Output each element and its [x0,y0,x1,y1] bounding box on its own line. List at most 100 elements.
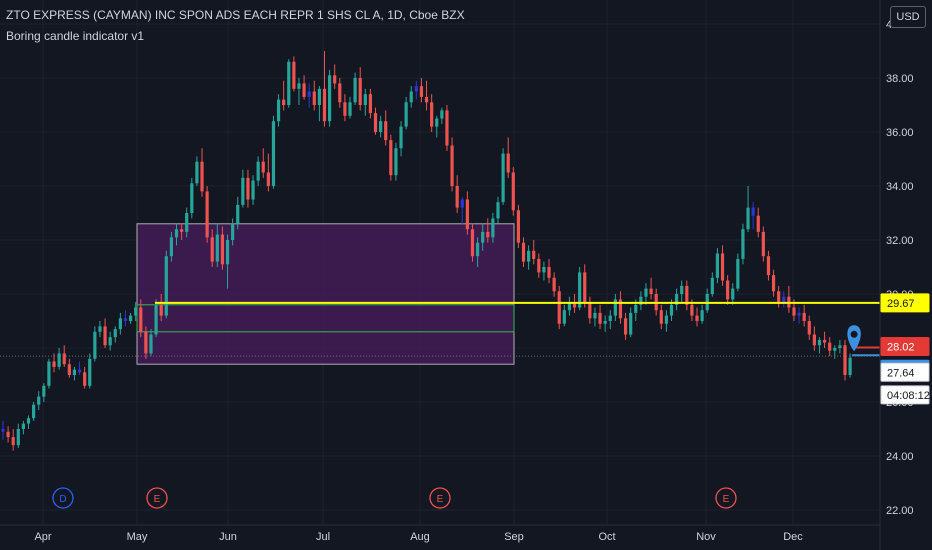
event-label: E [154,494,161,505]
candle [527,245,531,270]
countdown-tag-text: 04:08:12 [887,390,930,402]
candle-body [37,396,41,405]
candle-body [93,331,97,359]
candle [440,107,444,124]
x-tick-label: Jul [316,531,330,543]
candle [256,156,260,186]
candle-body [567,302,572,311]
candle-body [680,285,684,294]
candle [185,207,189,238]
candle [445,105,449,151]
candle [103,318,107,348]
last-price-tag: 27.64 [880,362,930,382]
candle-body [588,302,592,319]
candle [353,72,357,105]
candle-body [32,404,36,419]
candle [144,326,148,359]
candle [159,294,163,321]
candle-body [736,258,740,289]
candle [113,326,117,343]
candle [164,250,168,319]
candle [241,169,245,208]
x-tick-label: May [127,531,148,543]
candle-body [649,288,653,294]
x-tick-label: Aug [410,531,430,543]
candle [266,153,270,192]
candle [83,366,87,389]
candle [430,94,434,132]
candle [424,80,429,111]
countdown-tag: 04:08:12 [880,385,930,405]
currency-button[interactable]: USD [890,6,926,28]
candle [588,296,592,324]
candle-body [710,277,714,294]
candle-body [317,88,321,105]
level-price-tag-text: 29.67 [887,298,915,310]
candle [481,223,485,251]
last-price-tag-text: 27.64 [887,367,915,379]
candle [322,51,327,127]
candle [134,302,138,321]
candle [287,59,291,108]
candle [292,56,296,92]
red-price-tag-bg [880,336,930,356]
candle [629,307,633,338]
candle-body [470,229,475,257]
candle [236,196,240,230]
candle-body [578,272,582,308]
y-axis: 22.0024.0026.0028.0030.0032.0034.0036.00… [879,0,914,550]
event-label: E [723,494,730,505]
candle-body [231,223,235,240]
level-price-tag: 29.67 [880,293,930,313]
zones [136,223,515,365]
candle-body [506,153,510,173]
candle-body [751,207,755,216]
x-tick-label: Dec [783,531,803,543]
candle [777,285,781,308]
candle-body [246,177,250,200]
event-marker: D [52,487,74,509]
candle-body [108,337,112,346]
candle-body [685,285,689,305]
candle [450,137,454,192]
y-tick-label: 34.00 [886,181,914,193]
event-marker: E [429,487,451,509]
candle-body [42,385,46,397]
candle-body [726,280,730,300]
candle [639,291,643,311]
candle-body [169,237,173,257]
x-tick-label: Oct [598,531,615,543]
candle-body [516,210,521,243]
candle [389,134,393,181]
candle-body [338,83,342,103]
candle [231,218,235,246]
candle [317,86,321,122]
candle-body [47,361,51,386]
candle-body [399,126,403,149]
candle [685,280,689,311]
candle-body [822,339,827,343]
candle-body [292,61,296,89]
candle-body [139,307,143,332]
candle-body [287,61,291,105]
candle-body [379,121,383,132]
candle-body [527,250,531,262]
candle-body [185,213,189,232]
candle-body [521,242,526,262]
candle-body [363,94,367,105]
candle-body [174,229,179,238]
candle-body [241,177,245,205]
candle [583,264,587,308]
candle [123,310,128,327]
candle [710,272,714,297]
indicator-label[interactable]: Boring candle indicator v1 [6,29,145,43]
candle [822,331,827,348]
candle-body [144,331,148,354]
candle [486,218,490,243]
candle-body [828,342,832,351]
location-pin-hole [850,330,858,338]
candle [149,329,153,357]
candle-body [598,312,602,324]
candle [695,307,699,327]
